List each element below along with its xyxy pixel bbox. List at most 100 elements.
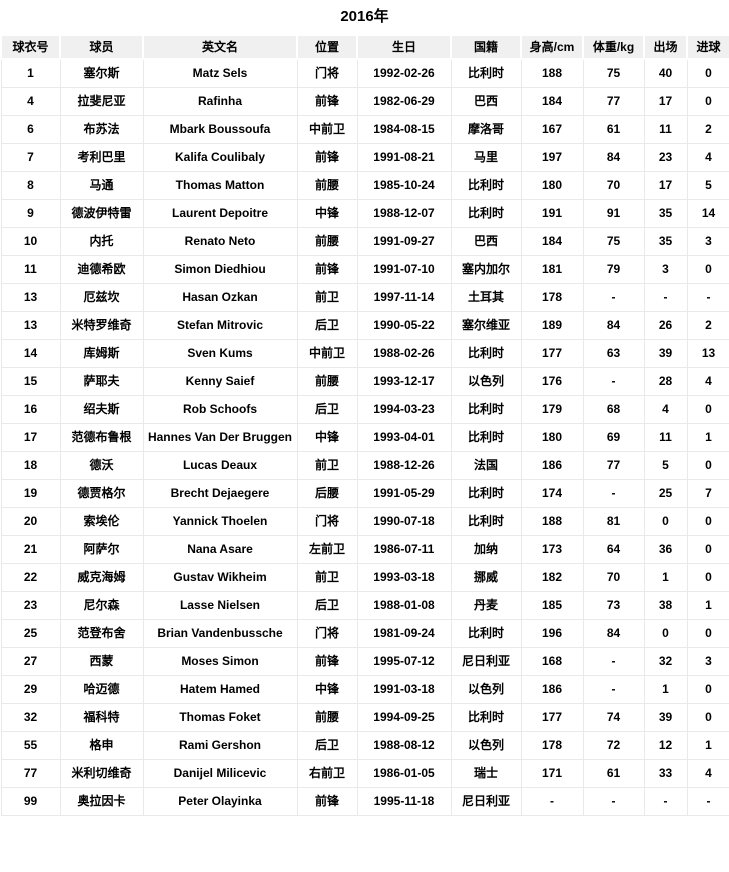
cell-jersey-number: 4	[0, 86, 61, 116]
cell-position: 前腰	[296, 702, 358, 732]
cell-appearances: 11	[643, 114, 688, 144]
cell-position: 前锋	[296, 786, 358, 816]
cell-height: 186	[520, 674, 584, 704]
cell-nationality: 比利时	[450, 58, 522, 88]
cell-jersey-number: 16	[0, 394, 61, 424]
cell-position: 中前卫	[296, 338, 358, 368]
cell-jersey-number: 29	[0, 674, 61, 704]
cell-height: 178	[520, 282, 584, 312]
table-row: 4 拉斐尼亚 Rafinha 前锋 1982-06-29 巴西 184 77 1…	[0, 86, 729, 116]
table-row: 1 塞尔斯 Matz Sels 门将 1992-02-26 比利时 188 75…	[0, 58, 729, 88]
cell-position: 门将	[296, 506, 358, 536]
cell-goals: 1	[686, 590, 729, 620]
cell-jersey-number: 77	[0, 758, 61, 788]
cell-player-name: 范登布舍	[59, 618, 144, 648]
cell-nationality: 尼日利亚	[450, 646, 522, 676]
cell-nationality: 以色列	[450, 730, 522, 760]
cell-nationality: 比利时	[450, 198, 522, 228]
cell-player-name: 拉斐尼亚	[59, 86, 144, 116]
table-row: 11 迪德希欧 Simon Diedhiou 前锋 1991-07-10 塞内加…	[0, 254, 729, 284]
cell-birthday: 1993-12-17	[356, 366, 452, 396]
column-header-english-name: 英文名	[142, 34, 298, 60]
cell-jersey-number: 55	[0, 730, 61, 760]
cell-appearances: 36	[643, 534, 688, 564]
cell-goals: 4	[686, 366, 729, 396]
table-row: 9 德波伊特雷 Laurent Depoitre 中锋 1988-12-07 比…	[0, 198, 729, 228]
cell-goals: 0	[686, 58, 729, 88]
player-table: 球衣号 球员 英文名 位置 生日 国籍 身高/cm 体重/kg 出场 进球 1 …	[0, 34, 729, 816]
cell-nationality: 比利时	[450, 478, 522, 508]
header-row: 球衣号 球员 英文名 位置 生日 国籍 身高/cm 体重/kg 出场 进球	[0, 34, 729, 60]
cell-jersey-number: 1	[0, 58, 61, 88]
cell-nationality: 巴西	[450, 226, 522, 256]
cell-english-name: Brecht Dejaegere	[142, 478, 298, 508]
cell-english-name: Rafinha	[142, 86, 298, 116]
cell-goals: 14	[686, 198, 729, 228]
cell-birthday: 1991-09-27	[356, 226, 452, 256]
cell-english-name: Yannick Thoelen	[142, 506, 298, 536]
table-row: 16 绍夫斯 Rob Schoofs 后卫 1994-03-23 比利时 179…	[0, 394, 729, 424]
cell-english-name: Simon Diedhiou	[142, 254, 298, 284]
table-row: 17 范德布鲁根 Hannes Van Der Bruggen 中锋 1993-…	[0, 422, 729, 452]
cell-goals: 0	[686, 450, 729, 480]
cell-goals: 4	[686, 142, 729, 172]
table-row: 15 萨耶夫 Kenny Saief 前腰 1993-12-17 以色列 176…	[0, 366, 729, 396]
cell-birthday: 1990-07-18	[356, 506, 452, 536]
cell-birthday: 1984-08-15	[356, 114, 452, 144]
table-row: 6 布苏法 Mbark Boussoufa 中前卫 1984-08-15 摩洛哥…	[0, 114, 729, 144]
table-row: 14 库姆斯 Sven Kums 中前卫 1988-02-26 比利时 177 …	[0, 338, 729, 368]
cell-weight: 72	[582, 730, 645, 760]
cell-jersey-number: 21	[0, 534, 61, 564]
cell-appearances: 11	[643, 422, 688, 452]
cell-player-name: 塞尔斯	[59, 58, 144, 88]
column-header-position: 位置	[296, 34, 358, 60]
cell-position: 后卫	[296, 394, 358, 424]
cell-height: 178	[520, 730, 584, 760]
cell-height: 167	[520, 114, 584, 144]
cell-appearances: 1	[643, 562, 688, 592]
table-row: 13 厄兹坎 Hasan Ozkan 前卫 1997-11-14 土耳其 178…	[0, 282, 729, 312]
table-row: 55 格申 Rami Gershon 后卫 1988-08-12 以色列 178…	[0, 730, 729, 760]
cell-appearances: 39	[643, 702, 688, 732]
cell-height: 188	[520, 506, 584, 536]
cell-weight: -	[582, 366, 645, 396]
cell-nationality: 塞内加尔	[450, 254, 522, 284]
cell-weight: 75	[582, 58, 645, 88]
cell-english-name: Stefan Mitrovic	[142, 310, 298, 340]
cell-english-name: Peter Olayinka	[142, 786, 298, 816]
cell-player-name: 范德布鲁根	[59, 422, 144, 452]
cell-nationality: 比利时	[450, 394, 522, 424]
cell-english-name: Hasan Ozkan	[142, 282, 298, 312]
cell-player-name: 米利切维奇	[59, 758, 144, 788]
cell-player-name: 德贾格尔	[59, 478, 144, 508]
cell-nationality: 尼日利亚	[450, 786, 522, 816]
cell-goals: 4	[686, 758, 729, 788]
cell-player-name: 福科特	[59, 702, 144, 732]
cell-height: 173	[520, 534, 584, 564]
cell-height: 179	[520, 394, 584, 424]
cell-position: 前卫	[296, 282, 358, 312]
cell-height: 171	[520, 758, 584, 788]
cell-nationality: 土耳其	[450, 282, 522, 312]
cell-goals: 0	[686, 562, 729, 592]
cell-birthday: 1993-03-18	[356, 562, 452, 592]
cell-goals: 1	[686, 730, 729, 760]
cell-appearances: 23	[643, 142, 688, 172]
cell-position: 前锋	[296, 254, 358, 284]
cell-height: -	[520, 786, 584, 816]
cell-appearances: 17	[643, 170, 688, 200]
cell-position: 前腰	[296, 226, 358, 256]
cell-player-name: 尼尔森	[59, 590, 144, 620]
cell-nationality: 马里	[450, 142, 522, 172]
cell-player-name: 威克海姆	[59, 562, 144, 592]
column-header-height: 身高/cm	[520, 34, 584, 60]
cell-appearances: 39	[643, 338, 688, 368]
cell-nationality: 瑞士	[450, 758, 522, 788]
cell-birthday: 1991-08-21	[356, 142, 452, 172]
cell-position: 左前卫	[296, 534, 358, 564]
cell-position: 门将	[296, 58, 358, 88]
cell-player-name: 阿萨尔	[59, 534, 144, 564]
cell-goals: 0	[686, 394, 729, 424]
column-header-appearances: 出场	[643, 34, 688, 60]
cell-position: 中前卫	[296, 114, 358, 144]
